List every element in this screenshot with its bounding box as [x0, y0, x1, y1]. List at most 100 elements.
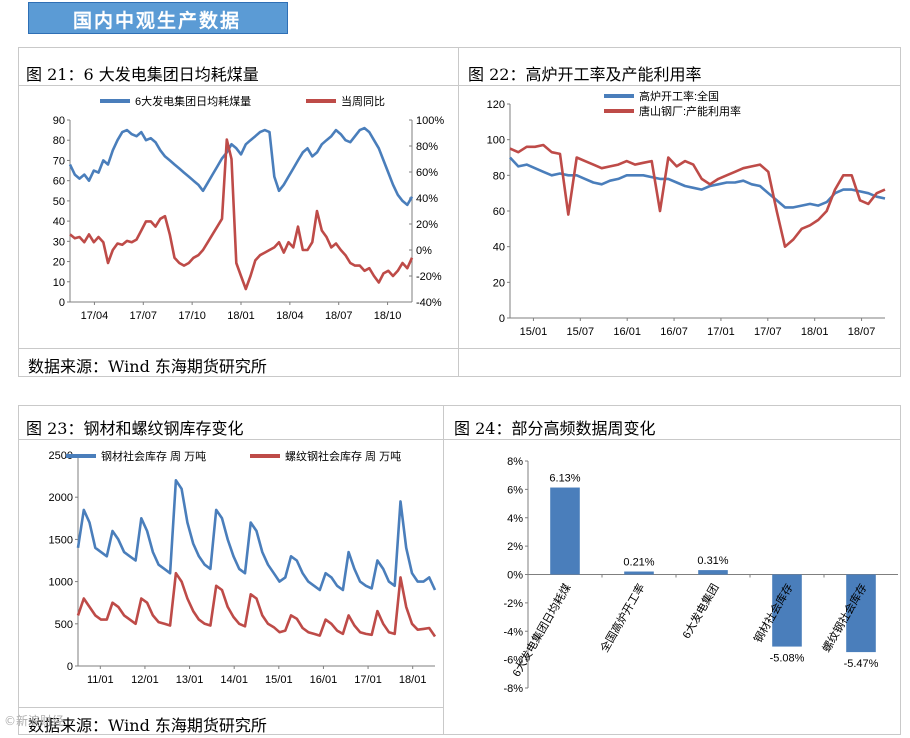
c24-data-label: 0.31% [697, 555, 728, 567]
c24-bar [624, 571, 654, 575]
c22-ts-legend-label: 唐山钢厂:产能利用率 [639, 104, 741, 118]
c21-x-tick-label: 17/10 [178, 310, 206, 322]
c22-x-tick-label: 17/07 [754, 326, 782, 338]
c24-data-label: 0.21% [623, 557, 654, 569]
panel-21-title: 图 21：6 大发电集团日均耗煤量 [26, 65, 259, 84]
watermark: ©新浪财经 [4, 714, 65, 728]
bottom-panels-frame [18, 405, 901, 735]
c21-y-tick-label: 10 [53, 277, 65, 289]
c23-y-tick-label: 1500 [49, 534, 73, 546]
c24-data-label: -5.47% [844, 658, 879, 670]
panel-23-title: 图 23：钢材和螺纹钢库存变化 [26, 419, 244, 438]
c24-y-tick-label: -2% [503, 598, 523, 610]
c21-y-tick-label: 20 [53, 257, 65, 269]
c23-x-tick-label: 12/01 [131, 674, 159, 686]
banner-title: 国内中观生产数据 [73, 10, 242, 32]
c21-y-tick-label: 0 [59, 297, 65, 309]
c23-series-steel [76, 478, 437, 592]
c22-x-tick-label: 16/01 [613, 326, 641, 338]
c23-y-tick-label: 500 [55, 619, 73, 631]
c24-bar [550, 487, 580, 575]
top-title-rule-right [458, 85, 901, 86]
c22-y-tick-label: 0 [499, 313, 505, 325]
c21-y-tick-label: 40% [416, 193, 438, 205]
c21-y-tick-label: 80% [416, 141, 438, 153]
c23-y-tick-label: 2500 [49, 450, 73, 462]
c22-bf-legend-label: 高炉开工率:全国 [639, 89, 719, 103]
c24-y-tick-label: -6% [503, 655, 523, 667]
top-title-rule-left [18, 85, 458, 86]
c22-x-tick-label: 15/01 [520, 326, 548, 338]
c23-x-tick-label: 16/01 [310, 674, 338, 686]
c24-bar [772, 574, 802, 647]
c21-y-tick-label: 60 [53, 176, 65, 188]
c24-y-tick-label: 2% [507, 541, 523, 553]
c23-x-tick-label: 13/01 [176, 674, 204, 686]
top-panels-frame [18, 47, 901, 377]
c21-y-tick-label: 70 [53, 155, 65, 167]
c23-x-tick-label: 15/01 [265, 674, 293, 686]
panel-24-title: 图 24：部分高频数据周变化 [454, 419, 656, 438]
c22-y-tick-label: 120 [487, 99, 505, 111]
c21-y-tick-label: 50 [53, 196, 65, 208]
c23-x-tick-label: 18/01 [399, 674, 427, 686]
c23-steel-legend-label: 钢材社会库存 周 万吨 [101, 449, 206, 463]
c22-series-tangshan [509, 143, 886, 248]
c22-y-tick-label: 20 [493, 277, 505, 289]
c21-yoy-legend-label: 当周同比 [341, 94, 385, 108]
bottom-divider [443, 405, 444, 735]
top-source-rule [18, 348, 901, 349]
c24-bar [846, 574, 876, 653]
c24-y-tick-label: 6% [507, 484, 523, 496]
c21-y-tick-label: 40 [53, 216, 65, 228]
c24-category-label: 6大发电集团 [679, 581, 722, 641]
c23-y-tick-label: 1000 [49, 577, 73, 589]
c22-x-tick-label: 18/07 [848, 326, 876, 338]
c21-y-tick-label: 20% [416, 219, 438, 231]
c24-bar [698, 570, 728, 575]
top-divider [458, 47, 459, 377]
c24-y-tick-label: 0% [507, 570, 523, 582]
c22-x-tick-label: 15/07 [567, 326, 595, 338]
c22-series-bf-rate [509, 156, 886, 209]
c21-x-tick-label: 18/10 [374, 310, 402, 322]
c21-y-tick-label: 90 [53, 115, 65, 127]
c21-y-tick-label: 60% [416, 167, 438, 179]
bottom-title-rule [18, 439, 901, 440]
c22-y-tick-label: 40 [493, 242, 505, 254]
c23-series-rebar [76, 571, 437, 638]
c22-y-tick-label: 80 [493, 170, 505, 182]
c22-y-tick-label: 60 [493, 206, 505, 218]
bottom-source-rule [18, 707, 443, 708]
c23-x-tick-label: 14/01 [220, 674, 248, 686]
c23-y-tick-label: 0 [67, 661, 73, 673]
panel-22-title: 图 22：高炉开工率及产能利用率 [468, 65, 702, 84]
c21-y-tick-label: -40% [416, 297, 442, 309]
c24-data-label: 6.13% [549, 473, 580, 485]
c24-y-tick-label: 4% [507, 513, 523, 525]
c21-series-yoy [69, 138, 414, 291]
c24-y-tick-label: -4% [503, 626, 523, 638]
c21-series-coal [68, 126, 414, 207]
c23-y-tick-label: 2000 [49, 492, 73, 504]
c23-x-tick-label: 17/01 [354, 674, 382, 686]
section-banner: 国内中观生产数据 [28, 2, 288, 34]
c24-y-tick-label: 8% [507, 456, 523, 468]
source-note-bottom: 数据来源：Wind 东海期货研究所 [28, 716, 267, 735]
c21-coal-legend-label: 6大发电集团日均耗煤量 [135, 94, 251, 108]
c21-y-tick-label: 100% [416, 115, 444, 127]
c23-x-tick-label: 11/01 [87, 674, 114, 686]
c21-x-tick-label: 18/07 [325, 310, 353, 322]
source-note-top: 数据来源：Wind 东海期货研究所 [28, 357, 267, 376]
c22-x-tick-label: 17/01 [707, 326, 735, 338]
c22-y-tick-label: 100 [487, 135, 505, 147]
c21-x-tick-label: 17/07 [130, 310, 158, 322]
c21-x-tick-label: 18/04 [276, 310, 304, 322]
c21-y-tick-label: 0% [416, 245, 432, 257]
c22-x-tick-label: 16/07 [660, 326, 688, 338]
c22-x-tick-label: 18/01 [801, 326, 829, 338]
c23-rebar-legend-label: 螺纹钢社会库存 周 万吨 [285, 449, 401, 463]
c21-y-tick-label: 30 [53, 236, 65, 248]
c24-y-tick-label: -8% [503, 683, 523, 695]
